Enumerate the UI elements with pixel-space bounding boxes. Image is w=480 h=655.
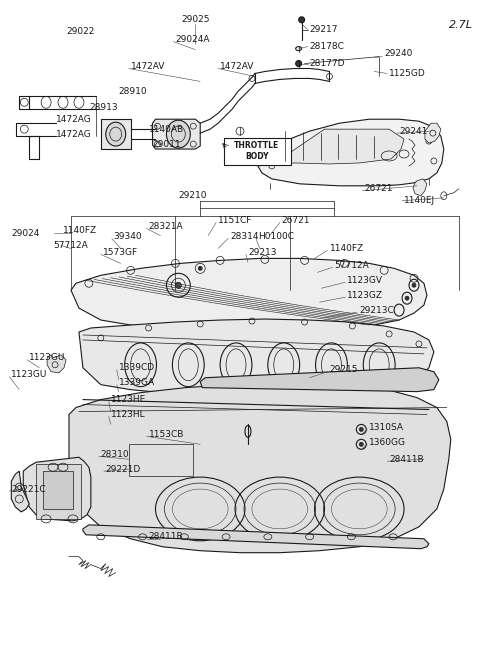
Text: 1472AV: 1472AV: [220, 62, 254, 71]
Polygon shape: [425, 123, 441, 143]
Ellipse shape: [296, 60, 301, 67]
Text: 28913: 28913: [89, 103, 118, 112]
Text: 1360GG: 1360GG: [369, 438, 406, 447]
Text: 28321A: 28321A: [148, 222, 183, 231]
Text: 29213: 29213: [248, 248, 276, 257]
Polygon shape: [258, 119, 444, 186]
Text: 1125GD: 1125GD: [389, 69, 426, 78]
Text: 29240: 29240: [384, 49, 412, 58]
Text: 28411B: 28411B: [389, 455, 424, 464]
Text: 26721: 26721: [282, 216, 310, 225]
Text: 26721: 26721: [364, 184, 393, 193]
Ellipse shape: [405, 296, 409, 300]
FancyBboxPatch shape: [224, 138, 291, 165]
Text: H0100C: H0100C: [258, 232, 294, 241]
Text: 1472AG: 1472AG: [56, 115, 92, 124]
Text: 28411B: 28411B: [148, 533, 183, 541]
Text: 29025: 29025: [181, 15, 209, 24]
Text: 28310: 28310: [101, 450, 130, 458]
Text: 28314: 28314: [230, 232, 259, 241]
Bar: [43, 471, 73, 509]
Polygon shape: [83, 525, 429, 549]
Polygon shape: [47, 355, 66, 373]
Polygon shape: [69, 383, 451, 553]
Polygon shape: [275, 129, 404, 164]
Text: 1310SA: 1310SA: [369, 423, 404, 432]
Text: 28910: 28910: [119, 87, 147, 96]
Polygon shape: [71, 259, 427, 331]
Text: 28177D: 28177D: [310, 59, 345, 68]
Bar: [129, 444, 193, 476]
Text: 57712A: 57712A: [335, 261, 369, 270]
Text: 29213C: 29213C: [360, 306, 394, 314]
Text: 28178C: 28178C: [310, 42, 345, 51]
Text: 1573GF: 1573GF: [103, 248, 138, 257]
Text: 29011: 29011: [153, 140, 181, 149]
Ellipse shape: [198, 267, 202, 271]
Text: 1140FZ: 1140FZ: [63, 226, 97, 235]
Polygon shape: [23, 457, 91, 521]
Text: 1339CD: 1339CD: [119, 364, 155, 372]
Text: 29241: 29241: [399, 126, 428, 136]
Polygon shape: [36, 464, 81, 519]
Text: 1339GA: 1339GA: [119, 378, 155, 387]
Polygon shape: [413, 179, 427, 196]
Text: 2.7L: 2.7L: [449, 20, 473, 29]
Text: 29221C: 29221C: [12, 485, 46, 494]
Text: 1472AV: 1472AV: [131, 62, 165, 71]
Text: 1123HL: 1123HL: [111, 410, 145, 419]
Text: 29217: 29217: [310, 26, 338, 34]
Text: 39340: 39340: [114, 232, 143, 241]
Text: 1123GZ: 1123GZ: [348, 291, 384, 300]
Text: 1140EJ: 1140EJ: [404, 196, 435, 205]
Text: 57712A: 57712A: [53, 241, 88, 250]
Ellipse shape: [175, 282, 181, 288]
Text: 1123HE: 1123HE: [111, 395, 146, 404]
Text: 29215: 29215: [329, 365, 358, 374]
Text: 1123GU: 1123GU: [29, 353, 66, 362]
Text: 1140AB: 1140AB: [148, 124, 184, 134]
Ellipse shape: [106, 122, 126, 146]
Polygon shape: [153, 119, 200, 149]
Text: 1123GV: 1123GV: [348, 276, 384, 285]
Text: 29210: 29210: [179, 191, 207, 200]
Text: 29022: 29022: [66, 28, 95, 36]
Ellipse shape: [360, 442, 363, 446]
Text: 1140FZ: 1140FZ: [329, 244, 364, 253]
Text: 1123GU: 1123GU: [12, 370, 48, 379]
Text: 29221D: 29221D: [106, 464, 141, 474]
Text: 1472AG: 1472AG: [56, 130, 92, 139]
Text: 29024: 29024: [12, 229, 40, 238]
Text: THROTTLE
BODY: THROTTLE BODY: [234, 141, 279, 161]
Ellipse shape: [412, 283, 416, 288]
Text: 1151CF: 1151CF: [218, 216, 252, 225]
Polygon shape: [79, 319, 434, 396]
Polygon shape: [12, 471, 29, 512]
Text: 29024A: 29024A: [175, 35, 210, 44]
Text: 1153CB: 1153CB: [148, 430, 184, 439]
Ellipse shape: [299, 17, 305, 23]
Polygon shape: [101, 119, 131, 149]
Ellipse shape: [360, 428, 363, 432]
Ellipse shape: [167, 121, 190, 148]
Polygon shape: [200, 367, 439, 392]
